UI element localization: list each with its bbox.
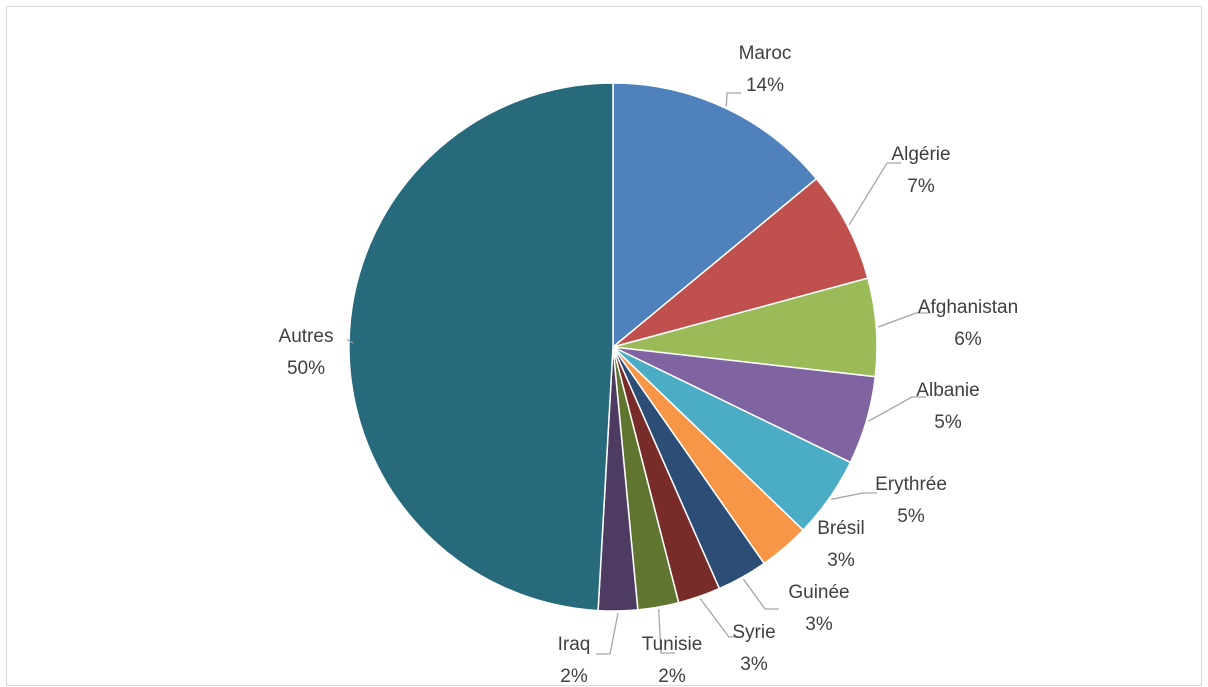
label-erythree-name: Erythrée (875, 474, 947, 495)
label-afghanistan-pct: 6% (954, 329, 982, 350)
label-guinee-pct: 3% (805, 614, 833, 635)
label-algerie-name: Algérie (891, 144, 950, 165)
label-autres-name: Autres (279, 326, 334, 347)
pie-chart: Maroc 14% Algérie 7% Afghanistan 6% Alba… (279, 43, 1019, 687)
label-bresil-name: Brésil (817, 518, 865, 539)
leader-line-albanie (868, 396, 926, 422)
label-maroc-pct: 14% (746, 75, 784, 96)
leader-line-maroc (725, 92, 741, 107)
leader-line-erythrée (830, 492, 877, 500)
pie-slice-algérie (612, 177, 869, 348)
label-guinee-name: Guinée (788, 582, 849, 603)
leader-line-autres (346, 338, 354, 344)
leader-line-iraq (596, 612, 619, 655)
label-syrie-name: Syrie (732, 622, 775, 643)
leader-line-tunisie (658, 608, 675, 654)
slice-labels: Maroc 14% Algérie 7% Afghanistan 6% Alba… (279, 43, 1019, 687)
leader-line-syrie (699, 598, 743, 638)
label-tunisie-name: Tunisie (642, 634, 703, 655)
label-tunisie-pct: 2% (658, 666, 686, 687)
leader-line-guinée (742, 578, 779, 610)
leader-line-afghanistan (877, 312, 930, 328)
label-afghanistan-name: Afghanistan (918, 297, 1018, 318)
label-algerie-pct: 7% (907, 176, 935, 197)
label-iraq-pct: 2% (560, 666, 588, 687)
pie-slice-autres (348, 82, 614, 612)
label-albanie-name: Albanie (916, 380, 979, 401)
label-iraq-name: Iraq (558, 634, 591, 655)
pie-slice-maroc (612, 82, 818, 349)
leader-lines (346, 92, 930, 655)
label-syrie-pct: 3% (740, 654, 768, 675)
chart-frame: Maroc 14% Algérie 7% Afghanistan 6% Alba… (6, 6, 1202, 687)
label-bresil-pct: 3% (827, 550, 855, 571)
pie-slices (348, 82, 878, 612)
label-albanie-pct: 5% (934, 412, 962, 433)
label-autres-pct: 50% (287, 358, 325, 379)
label-erythree-pct: 5% (897, 506, 925, 527)
label-maroc-name: Maroc (739, 43, 792, 64)
leader-line-algérie (848, 162, 901, 226)
